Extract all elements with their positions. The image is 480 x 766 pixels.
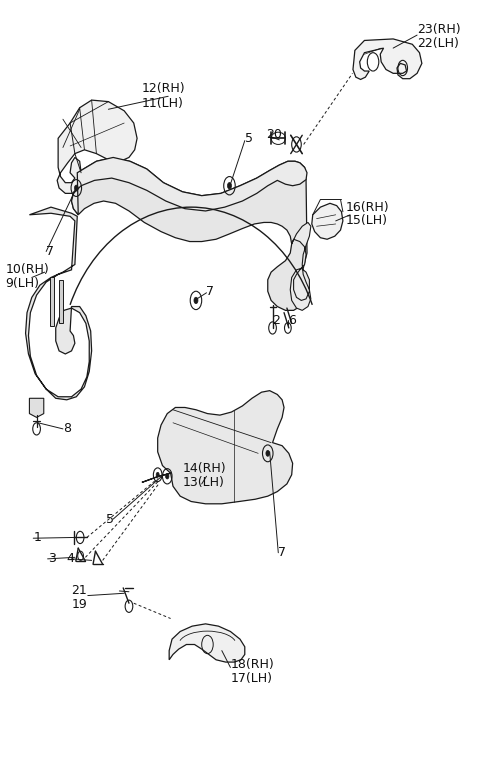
Text: 3: 3 [48,552,56,565]
Text: 13(LH): 13(LH) [182,476,225,489]
Polygon shape [72,158,307,310]
Text: 18(RH): 18(RH) [230,658,274,671]
Text: 20: 20 [266,128,282,141]
Text: 23(RH): 23(RH) [417,23,461,36]
Text: 7: 7 [278,546,286,559]
Polygon shape [290,222,311,310]
Polygon shape [25,207,92,400]
Polygon shape [72,158,307,214]
Circle shape [194,297,198,303]
Text: 22(LH): 22(LH) [417,37,459,50]
Text: 14(RH): 14(RH) [182,462,226,475]
Polygon shape [312,203,343,239]
Polygon shape [57,100,137,193]
Text: 19: 19 [72,598,87,611]
Text: 7: 7 [206,285,215,298]
Circle shape [156,473,159,477]
Text: 7: 7 [46,245,54,258]
Text: 12(RH): 12(RH) [142,82,185,95]
Polygon shape [353,39,422,80]
Text: 9(LH): 9(LH) [5,277,39,290]
Text: 10(RH): 10(RH) [5,264,49,277]
Circle shape [74,185,78,191]
Text: 11(LH): 11(LH) [142,97,184,110]
Polygon shape [59,280,63,323]
Polygon shape [49,277,54,326]
Text: 5: 5 [106,512,114,525]
Text: 6: 6 [288,314,296,327]
Text: 1: 1 [33,531,41,544]
Circle shape [166,473,169,479]
Text: 21: 21 [72,584,87,597]
Text: 4: 4 [67,552,74,565]
Text: 15(LH): 15(LH) [345,214,387,228]
Circle shape [228,182,231,189]
Polygon shape [169,624,245,662]
Text: 8: 8 [63,422,71,435]
Text: 2: 2 [273,314,280,327]
Circle shape [266,450,270,457]
Polygon shape [142,391,293,504]
Polygon shape [29,398,44,417]
Text: 5: 5 [245,132,253,145]
Text: 16(RH): 16(RH) [345,201,389,214]
Text: 17(LH): 17(LH) [230,672,273,685]
